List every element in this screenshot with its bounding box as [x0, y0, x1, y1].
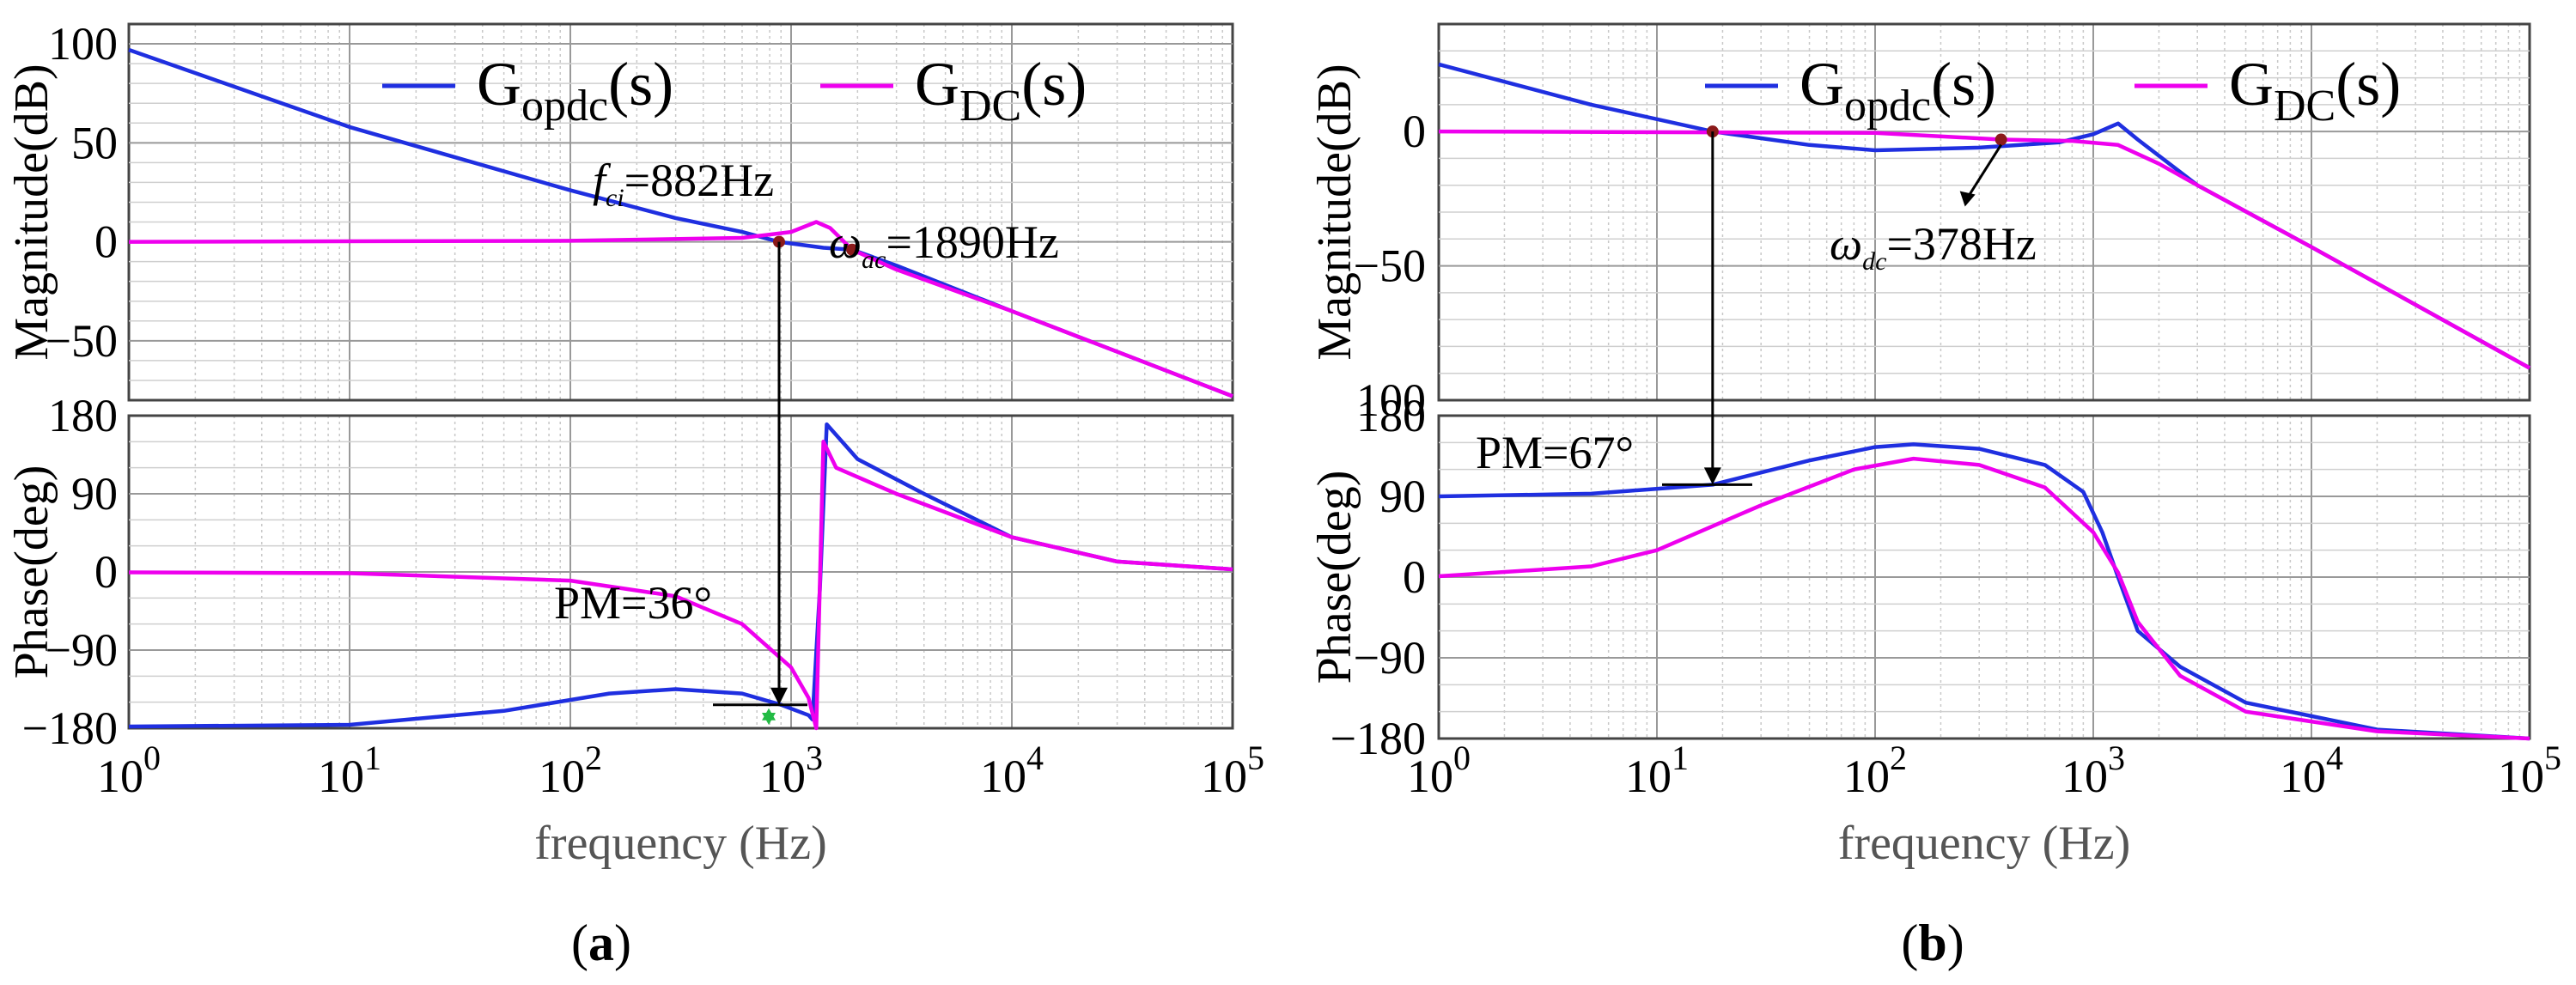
x-axis-label: frequency (Hz): [534, 817, 826, 870]
x-tick-label: 100: [1407, 739, 1471, 802]
magnitude-y-tick-label: −50: [46, 315, 118, 367]
magnitude-y-tick-label: −50: [1354, 240, 1426, 292]
legend-entry-gopdc: Gopdc(s): [1800, 50, 1996, 131]
wac-annotation: ωac=1890Hz: [829, 216, 1059, 274]
pm-annotation: PM=67°: [1476, 427, 1634, 478]
x-tick-label: 101: [1625, 739, 1689, 802]
phase-y-tick-label: 90: [1379, 471, 1426, 522]
panel-b: 0−50100180900−90−180Magnitude(dB)Phase(d…: [1308, 22, 2561, 971]
magnitude-y-tick-label: 100: [1356, 374, 1426, 426]
magnitude-grid: [194, 24, 1223, 400]
magnitude-curve-gdc: [1438, 129, 2531, 370]
phase-curve-gopdc: [1438, 442, 2530, 741]
x-axis-label: frequency (Hz): [1838, 817, 2130, 870]
magnitude-curve-gdc: [128, 220, 1233, 398]
phase-y-tick-label: 90: [71, 468, 118, 520]
legend-entry-gdc: GDC(s): [2229, 50, 2401, 131]
legend: Gopdc(s) GDC(s): [382, 50, 1087, 131]
panel-label: (b): [1901, 915, 1964, 971]
phase-curve-gopdc: [128, 422, 1233, 729]
phase-curve-gdc: [1438, 456, 2530, 741]
x-tick-label: 103: [2061, 739, 2125, 802]
magnitude-y-axis-label: Magnitude(dB): [5, 64, 58, 360]
magnitude-y-tick-label: 0: [94, 216, 118, 268]
magnitude-y-axis-label: Magnitude(dB): [1308, 64, 1361, 360]
pm-annotation: PM=36°: [554, 577, 712, 629]
x-tick-label: 102: [1843, 739, 1907, 802]
x-tick-label: 104: [2280, 739, 2343, 802]
phase-y-tick-label: −90: [46, 624, 118, 676]
legend: Gopdc(s) GDC(s): [1705, 50, 2401, 131]
phase-y-axis-label: Phase(deg): [1308, 471, 1361, 684]
phase-y-tick-label: 180: [1356, 390, 1426, 441]
phase-y-tick-label: −90: [1354, 632, 1426, 684]
phase-y-tick-label: −180: [22, 702, 118, 754]
crossover-marker: [846, 243, 859, 256]
annotations: PM=67° ωdc=378Hz: [1476, 131, 2037, 486]
legend-entry-gopdc: Gopdc(s): [477, 50, 673, 131]
magnitude-y-tick-label: 50: [71, 117, 118, 168]
x-tick-label: 101: [318, 739, 381, 802]
wdc-pointer-line: [1967, 143, 2002, 198]
phase-y-tick-label: 180: [48, 390, 118, 441]
phase-curve-gdc: [128, 440, 1233, 731]
x-tick-label: 102: [539, 739, 602, 802]
x-tick-label: 105: [2498, 739, 2561, 802]
crossover-marker: [1994, 133, 2007, 146]
crossover-arrowhead: [770, 687, 788, 705]
x-tick-label: 103: [759, 739, 823, 802]
phase-y-tick-label: −180: [1331, 713, 1426, 764]
phase-y-tick-label: 0: [1403, 551, 1426, 603]
legend-entry-gdc: GDC(s): [915, 50, 1087, 131]
magnitude-axes-frame: [127, 22, 1234, 402]
pm-span-arrowhead-bottom: [762, 713, 776, 725]
magnitude-y-tick-label: 0: [1403, 106, 1426, 157]
phase-y-tick-label: 0: [94, 546, 118, 598]
crossover-arrowhead: [1703, 467, 1721, 485]
x-tick-label: 100: [97, 739, 161, 802]
panel-label: (a): [571, 915, 631, 971]
x-tick-label: 105: [1201, 739, 1264, 802]
wdc-annotation: ωdc=378Hz: [1830, 218, 2037, 276]
magnitude-y-tick-label: 100: [48, 18, 118, 70]
x-tick-label: 104: [980, 739, 1044, 802]
wdc-pointer-arrowhead: [1959, 191, 1976, 207]
panel-a: 100 50 0 −50 180 90 0 −90 −180 Magnitude(dB) Phase…: [5, 18, 1264, 971]
phase-y-axis-label: Phase(deg): [5, 465, 58, 679]
